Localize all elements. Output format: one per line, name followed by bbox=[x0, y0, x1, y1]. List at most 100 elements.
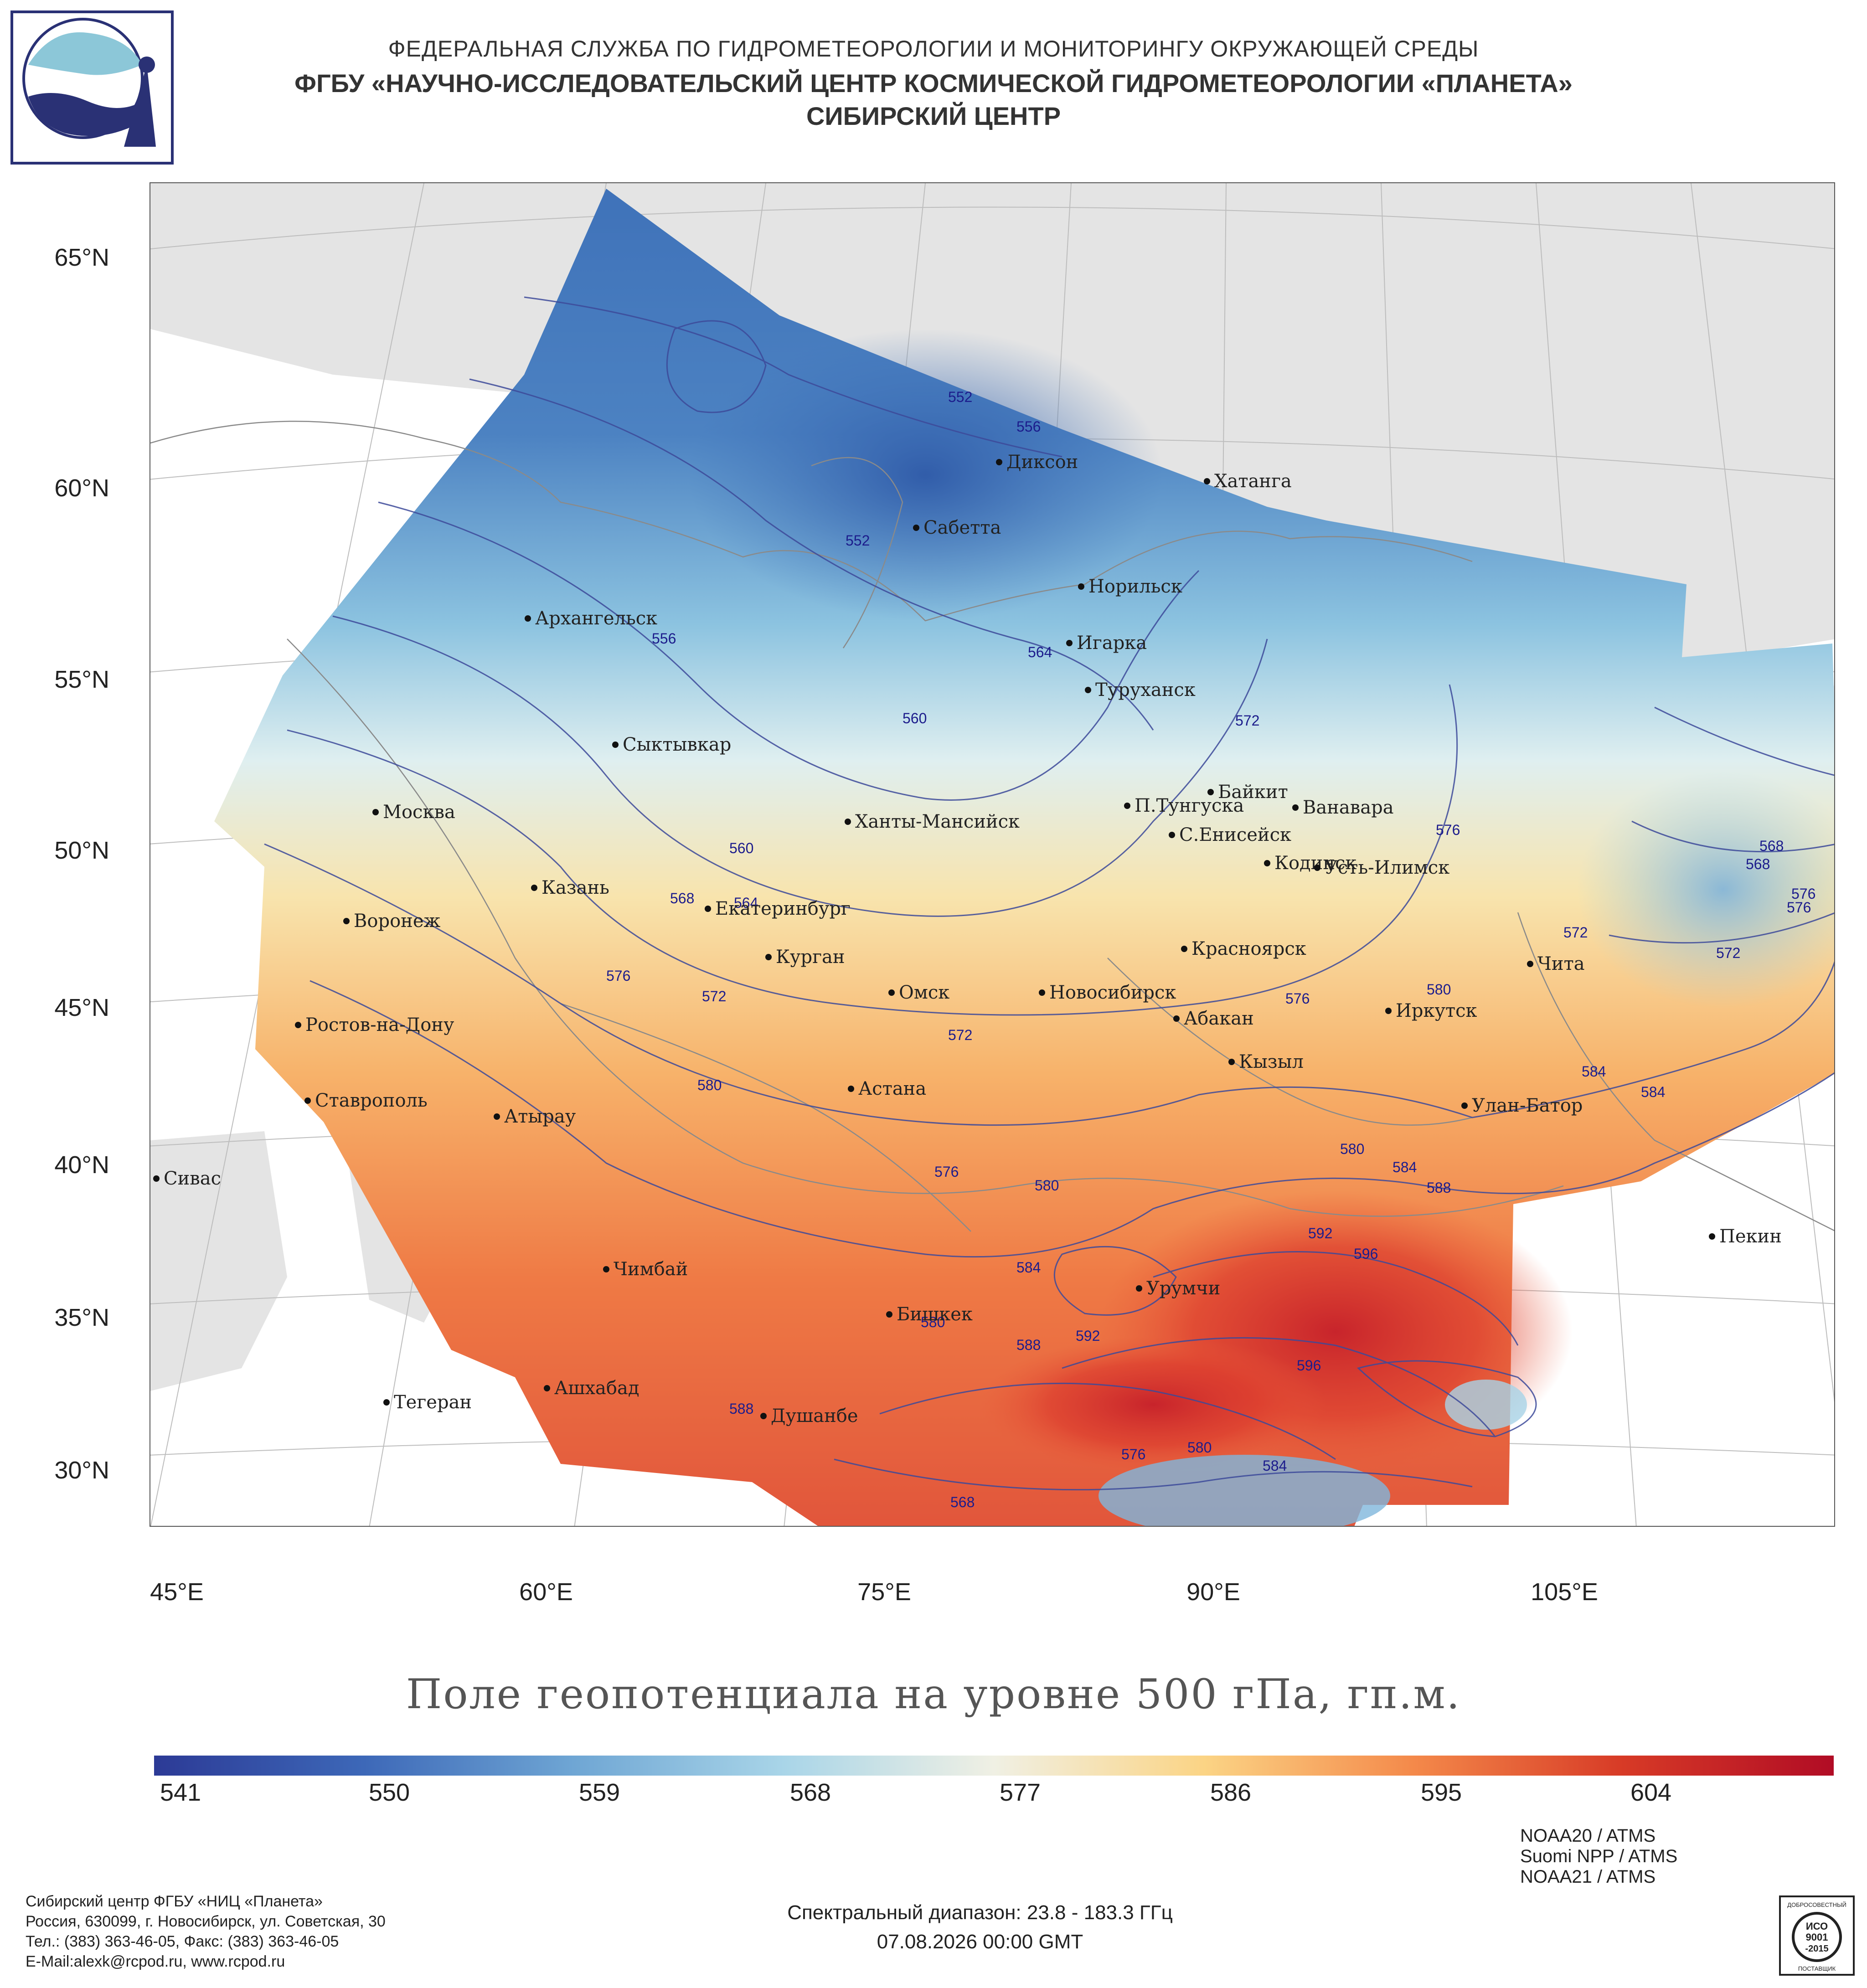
svg-text:Абакан: Абакан bbox=[1184, 1008, 1254, 1029]
svg-text:-2015: -2015 bbox=[1805, 1944, 1828, 1954]
city-marker: Ханты-Мансийск bbox=[845, 811, 1020, 832]
satellite-instrument: Suomi NPP / ATMS bbox=[1520, 1846, 1678, 1866]
svg-text:Астана: Астана bbox=[858, 1078, 926, 1099]
city-marker: П.Тунгуска bbox=[1124, 795, 1244, 816]
lat-label: 45°N bbox=[54, 994, 109, 1021]
svg-text:Омск: Омск bbox=[899, 982, 949, 1003]
city-marker: Архангельск bbox=[525, 608, 657, 629]
isoline-label: 572 bbox=[1235, 712, 1259, 729]
city-marker: Чита bbox=[1527, 953, 1585, 974]
svg-text:Чимбай: Чимбай bbox=[614, 1259, 688, 1280]
isoline-label: 584 bbox=[1016, 1259, 1041, 1276]
colorbar-tick: 550 bbox=[368, 1779, 410, 1806]
isoline-label: 584 bbox=[1641, 1084, 1665, 1100]
colorbar-tick: 604 bbox=[1630, 1779, 1672, 1806]
org-phone: Тел.: (383) 363-46-05, Факс: (383) 363-4… bbox=[26, 1933, 339, 1950]
isoline-label: 572 bbox=[948, 1027, 972, 1043]
geopotential-field bbox=[214, 189, 1834, 1526]
svg-text:Душанбе: Душанбе bbox=[771, 1406, 858, 1427]
svg-text:Игарка: Игарка bbox=[1077, 633, 1147, 654]
isoline-label: 592 bbox=[1076, 1328, 1100, 1344]
lon-label: 75°E bbox=[857, 1578, 911, 1606]
svg-text:Байкит: Байкит bbox=[1218, 782, 1288, 803]
lat-label: 60°N bbox=[54, 474, 109, 502]
svg-text:Хатанга: Хатанга bbox=[1214, 471, 1292, 492]
satellite-instrument: NOAA20 / ATMS bbox=[1520, 1826, 1656, 1846]
svg-text:Архангельск: Архангельск bbox=[535, 608, 657, 629]
isoline-label: 588 bbox=[1016, 1337, 1041, 1353]
isoline-label: 564 bbox=[734, 895, 758, 911]
city-marker: Туруханск bbox=[1085, 680, 1196, 700]
isoline-label: 576 bbox=[1787, 899, 1811, 916]
isoline-label: 572 bbox=[1563, 924, 1588, 941]
isoline-label: 580 bbox=[1340, 1141, 1364, 1157]
city-marker: Ставрополь bbox=[304, 1090, 428, 1111]
isoline-label: 568 bbox=[670, 890, 694, 906]
observation-datetime: 07.08.2026 00:00 GMT bbox=[877, 1931, 1083, 1953]
isoline-label: 580 bbox=[1035, 1177, 1059, 1194]
svg-text:Ставрополь: Ставрополь bbox=[315, 1090, 428, 1111]
isoline-label: 564 bbox=[1028, 644, 1052, 660]
city-marker: Улан-Батор bbox=[1461, 1095, 1583, 1116]
isoline-label: 584 bbox=[1582, 1063, 1606, 1080]
lon-label: 105°E bbox=[1531, 1578, 1598, 1606]
svg-text:Москва: Москва bbox=[383, 802, 455, 823]
city-marker: Ашхабад bbox=[544, 1378, 639, 1399]
colorbar-tick: 577 bbox=[999, 1779, 1041, 1806]
svg-text:ДОБРОСОВЕСТНЫЙ: ДОБРОСОВЕСТНЫЙ bbox=[1787, 1901, 1846, 1908]
svg-text:Ванавара: Ванавара bbox=[1303, 797, 1394, 818]
lon-label: 90°E bbox=[1186, 1578, 1240, 1606]
city-marker: Екатеринбург bbox=[705, 898, 851, 919]
isoline-label: 576 bbox=[1285, 990, 1310, 1007]
svg-text:ПОСТАВЩИК: ПОСТАВЩИК bbox=[1798, 1965, 1836, 1972]
map-canvas: 552 556 552 556 564 560 572 576 560 568 … bbox=[150, 183, 1834, 1526]
svg-text:Туруханск: Туруханск bbox=[1095, 680, 1196, 700]
svg-text:Бишкек: Бишкек bbox=[897, 1304, 973, 1325]
lat-label: 35°N bbox=[54, 1304, 109, 1331]
city-marker: Урумчи bbox=[1136, 1278, 1220, 1299]
city-marker: Чимбай bbox=[603, 1259, 688, 1280]
header-center: СИБИРСКИЙ ЦЕНТР bbox=[806, 102, 1061, 130]
city-marker: Красноярск bbox=[1181, 938, 1306, 959]
city-marker: Игарка bbox=[1066, 633, 1147, 654]
svg-text:ИСО: ИСО bbox=[1806, 1921, 1828, 1932]
isoline-label: 576 bbox=[934, 1164, 959, 1180]
map-title: Поле геопотенциала на уровне 500 гПа, гп… bbox=[406, 1670, 1461, 1718]
colorbar-tick: 559 bbox=[578, 1779, 620, 1806]
isoline-label: 568 bbox=[1746, 856, 1770, 872]
svg-text:Курган: Курган bbox=[776, 947, 845, 968]
isoline-label: 580 bbox=[1427, 981, 1451, 998]
city-marker: Кызыл bbox=[1228, 1051, 1304, 1072]
lon-label: 60°E bbox=[519, 1578, 573, 1606]
city-marker: Атырау bbox=[494, 1106, 576, 1127]
isoline-label: 576 bbox=[1121, 1446, 1145, 1463]
svg-text:Екатеринбург: Екатеринбург bbox=[715, 898, 851, 919]
svg-text:Норильск: Норильск bbox=[1088, 576, 1182, 597]
colorbar-tick: 541 bbox=[160, 1779, 201, 1806]
city-marker: Иркутск bbox=[1385, 1000, 1477, 1021]
isoline-label: 576 bbox=[606, 968, 630, 984]
iso-badge-icon: ДОБРОСОВЕСТНЫЙ ИСО 9001 -2015 ПОСТАВЩИК bbox=[1779, 1895, 1855, 1976]
svg-text:Новосибирск: Новосибирск bbox=[1049, 982, 1176, 1003]
isoline-label: 580 bbox=[1187, 1439, 1212, 1456]
svg-text:Пекин: Пекин bbox=[1719, 1226, 1782, 1247]
city-marker: Воронеж bbox=[343, 911, 440, 932]
header-agency: ФЕДЕРАЛЬНАЯ СЛУЖБА ПО ГИДРОМЕТЕОРОЛОГИИ … bbox=[388, 36, 1479, 62]
svg-text:Ростов-на-Дону: Ростов-на-Дону bbox=[305, 1015, 454, 1035]
svg-text:Ханты-Мансийск: Ханты-Мансийск bbox=[855, 811, 1020, 832]
svg-text:Кызыл: Кызыл bbox=[1239, 1051, 1304, 1072]
isoline-label: 596 bbox=[1354, 1246, 1378, 1262]
lat-label: 50°N bbox=[54, 837, 109, 864]
isoline-label: 596 bbox=[1297, 1357, 1321, 1374]
isoline-label: 568 bbox=[1759, 838, 1784, 854]
isoline-label: 588 bbox=[729, 1401, 753, 1417]
city-marker: Усть-Илимск bbox=[1314, 857, 1449, 878]
svg-text:Сабетта: Сабетта bbox=[923, 517, 1001, 538]
svg-text:Красноярск: Красноярск bbox=[1191, 938, 1306, 959]
svg-text:Усть-Илимск: Усть-Илимск bbox=[1325, 857, 1449, 878]
lat-label: 30°N bbox=[54, 1457, 109, 1484]
isoline-label: 560 bbox=[903, 710, 927, 726]
colorbar-tick: 568 bbox=[789, 1779, 831, 1806]
city-marker: С.Енисейск bbox=[1169, 824, 1291, 845]
isoline-label: 584 bbox=[1393, 1159, 1417, 1175]
